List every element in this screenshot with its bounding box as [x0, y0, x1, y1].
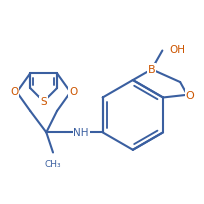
Text: NH: NH [73, 128, 89, 138]
Text: O: O [185, 90, 194, 100]
Text: CH₃: CH₃ [45, 159, 61, 168]
Text: B: B [148, 65, 155, 75]
Text: O: O [10, 86, 18, 96]
Text: O: O [69, 86, 77, 96]
Text: S: S [40, 97, 47, 107]
Text: OH: OH [169, 45, 185, 55]
